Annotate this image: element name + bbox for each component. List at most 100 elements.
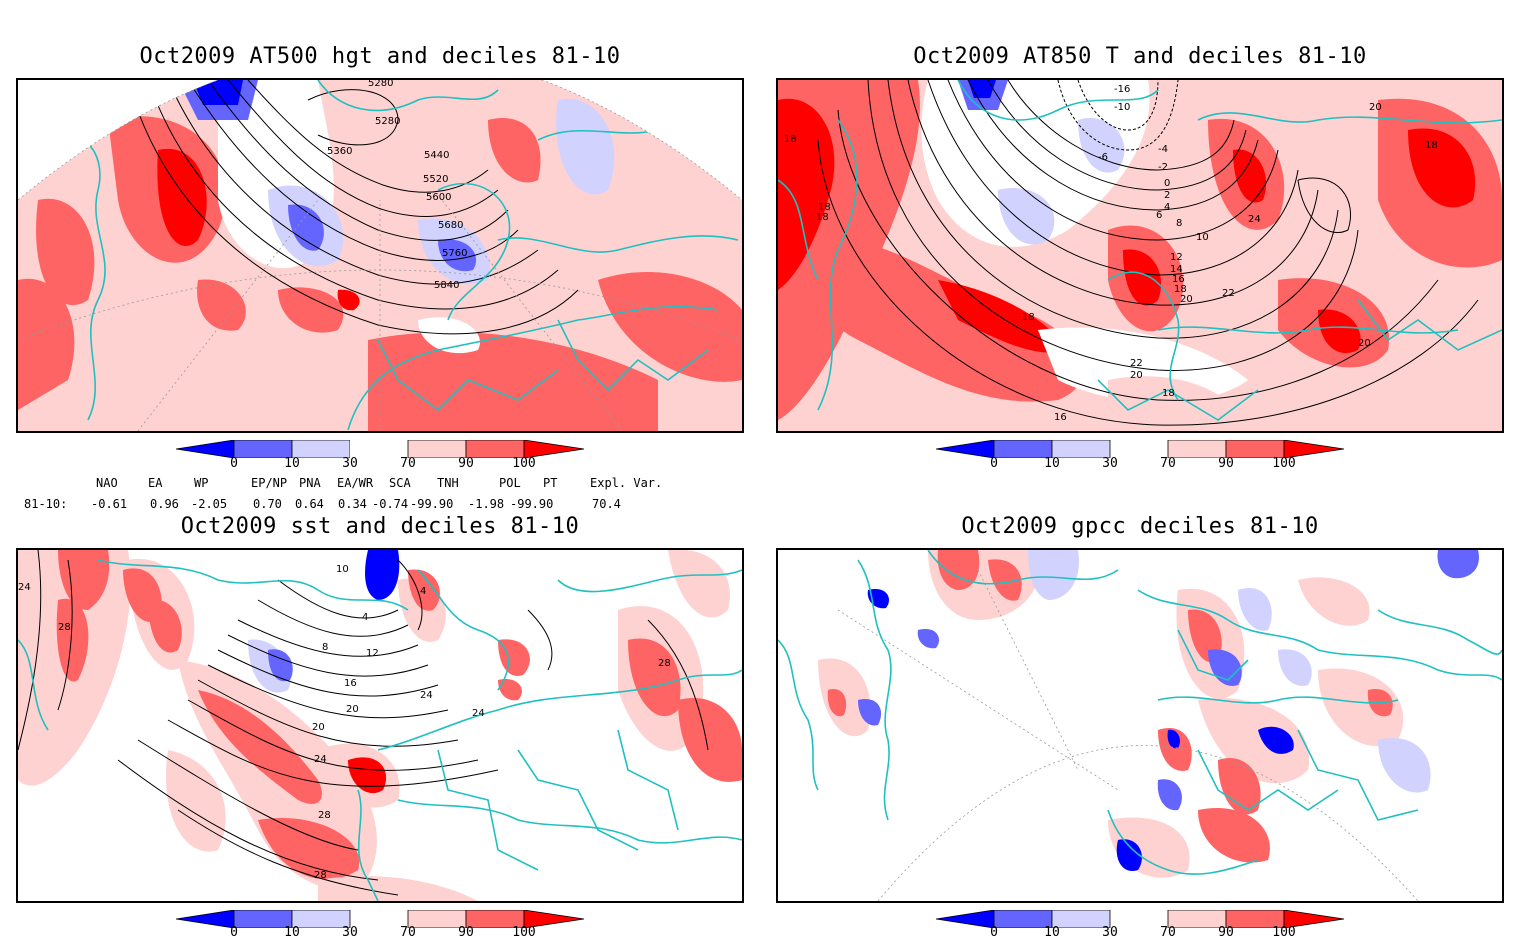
colorbar-hgt-svg [175, 439, 585, 459]
contour-label: 20 [312, 722, 325, 733]
colorbar-t850-svg [935, 439, 1345, 459]
index-header: WP [194, 476, 209, 490]
contour-label: 16 [1054, 412, 1067, 423]
colorbar-gpcc-svg [935, 909, 1345, 929]
contour-label: 20 [1130, 370, 1143, 381]
index-value: 70.4 [592, 497, 621, 511]
contour-label: 12 [366, 648, 379, 659]
contour-label: 5760 [442, 248, 467, 259]
contour-label: 4 [1164, 202, 1170, 213]
index-value: 0.34 [338, 497, 367, 511]
colorbar-tick: 30 [1102, 925, 1118, 940]
contour-label: 4 [420, 586, 426, 597]
contour-label: 28 [314, 870, 327, 881]
contour-label: 5520 [423, 174, 448, 185]
contour-label: 18 [1022, 312, 1035, 323]
colorbar-sst: 0 10 30 70 90 100 [175, 909, 586, 940]
colorbar-t850: 0 10 30 70 90 100 [935, 439, 1346, 476]
contour-label: -2 [1158, 162, 1168, 173]
contour-label: 18 [818, 202, 831, 213]
contour-label: 22 [1130, 358, 1143, 369]
contour-label: 6 [1156, 210, 1162, 221]
contour-label: 5680 [438, 220, 463, 231]
contour-label: 24 [472, 708, 485, 719]
map-t850: -16 -10 -6 -4 -2 0 2 4 6 8 10 12 14 16 1… [776, 78, 1504, 433]
contour-label: 14 [1170, 264, 1183, 275]
colorbar-gpcc: 0 10 30 70 90 100 [935, 909, 1346, 940]
map-sst-canvas: 24 28 10 4 4 8 12 16 20 24 20 24 24 28 2… [18, 550, 742, 901]
index-value: 0.70 [253, 497, 282, 511]
colorbar-tick: 100 [1272, 456, 1296, 471]
index-header: PNA [299, 476, 321, 490]
colorbar-tick: 0 [990, 925, 998, 940]
index-header: Expl. Var. [590, 476, 663, 490]
colorbar-tick: 30 [342, 925, 358, 940]
contour-label: 5440 [424, 150, 449, 161]
colorbar-tick: 0 [990, 456, 998, 471]
map-hgt: 5280 5280 5360 5440 5520 5600 5680 5760 … [16, 78, 744, 433]
colorbar-tick: 10 [1044, 925, 1060, 940]
colorbar-tick: 90 [1218, 456, 1234, 471]
contour-label: -4 [1158, 144, 1168, 155]
colorbar-tick: 10 [284, 925, 300, 940]
contour-label: 5600 [426, 192, 451, 203]
panel-title-hgt: Oct2009 AT500 hgt and deciles 81-10 [139, 44, 621, 69]
colorbar-tick: 0 [230, 925, 238, 940]
colorbar-sst-svg [175, 909, 585, 929]
contour-label: 24 [420, 690, 433, 701]
colorbar-tick: 10 [1044, 456, 1060, 471]
contour-label: -16 [1114, 84, 1130, 95]
index-row-label: 81-10: [24, 497, 68, 511]
index-header: EA [148, 476, 163, 490]
map-t850-canvas: -16 -10 -6 -4 -2 0 2 4 6 8 10 12 14 16 1… [778, 80, 1502, 431]
colorbar-tick: 100 [1272, 925, 1296, 940]
index-header: POL [499, 476, 521, 490]
colorbar-tick: 70 [1160, 925, 1176, 940]
contour-label: 2 [1164, 190, 1170, 201]
index-header: EA/WR [337, 476, 374, 490]
contour-label: 5280 [375, 116, 400, 127]
contour-label: 18 [784, 134, 797, 145]
index-value: 0.64 [295, 497, 324, 511]
colorbar-tick: 90 [458, 456, 474, 471]
map-gpcc [776, 548, 1504, 903]
colorbar-tick: 90 [458, 925, 474, 940]
index-value: -99.90 [510, 497, 554, 511]
contour-label: 20 [346, 704, 359, 715]
colorbar-tick: 70 [400, 925, 416, 940]
index-value: -2.05 [191, 497, 228, 511]
map-gpcc-canvas [778, 550, 1502, 901]
index-value: -99.90 [410, 497, 454, 511]
colorbar-hgt: 0 10 30 70 90 100 [175, 439, 586, 476]
map-sst: 24 28 10 4 4 8 12 16 20 24 20 24 24 28 2… [16, 548, 744, 903]
index-header: EP/NP [251, 476, 288, 490]
contour-label: 28 [658, 658, 671, 669]
contour-label: 20 [1358, 338, 1371, 349]
contour-label: 0 [1164, 178, 1170, 189]
colorbar-tick: 10 [284, 456, 300, 471]
panel-title-sst: Oct2009 sst and deciles 81-10 [180, 514, 580, 539]
contour-label: 18 [816, 212, 829, 223]
contour-label: 24 [1248, 214, 1261, 225]
panel-title-t850: Oct2009 AT850 T and deciles 81-10 [913, 44, 1367, 69]
contour-label: 10 [1196, 232, 1209, 243]
contour-label: 16 [1172, 274, 1185, 285]
contour-label: 5840 [434, 280, 459, 291]
colorbar-tick: 100 [512, 456, 536, 471]
contour-label: 24 [314, 754, 327, 765]
index-header: TNH [437, 476, 459, 490]
contour-label: 22 [1222, 288, 1235, 299]
contour-label: 24 [18, 582, 31, 593]
contour-label: -10 [1114, 102, 1130, 113]
index-value: -0.74 [372, 497, 409, 511]
contour-label: 18 [1174, 284, 1187, 295]
index-header: SCA [389, 476, 411, 490]
index-header: PT [543, 476, 558, 490]
colorbar-tick: 30 [342, 456, 358, 471]
colorbar-tick: 0 [230, 456, 238, 471]
index-header: NAO [96, 476, 118, 490]
colorbar-tick: 90 [1218, 925, 1234, 940]
colorbar-tick: 30 [1102, 456, 1118, 471]
index-value: 0.96 [150, 497, 179, 511]
contour-label: 8 [1176, 218, 1182, 229]
